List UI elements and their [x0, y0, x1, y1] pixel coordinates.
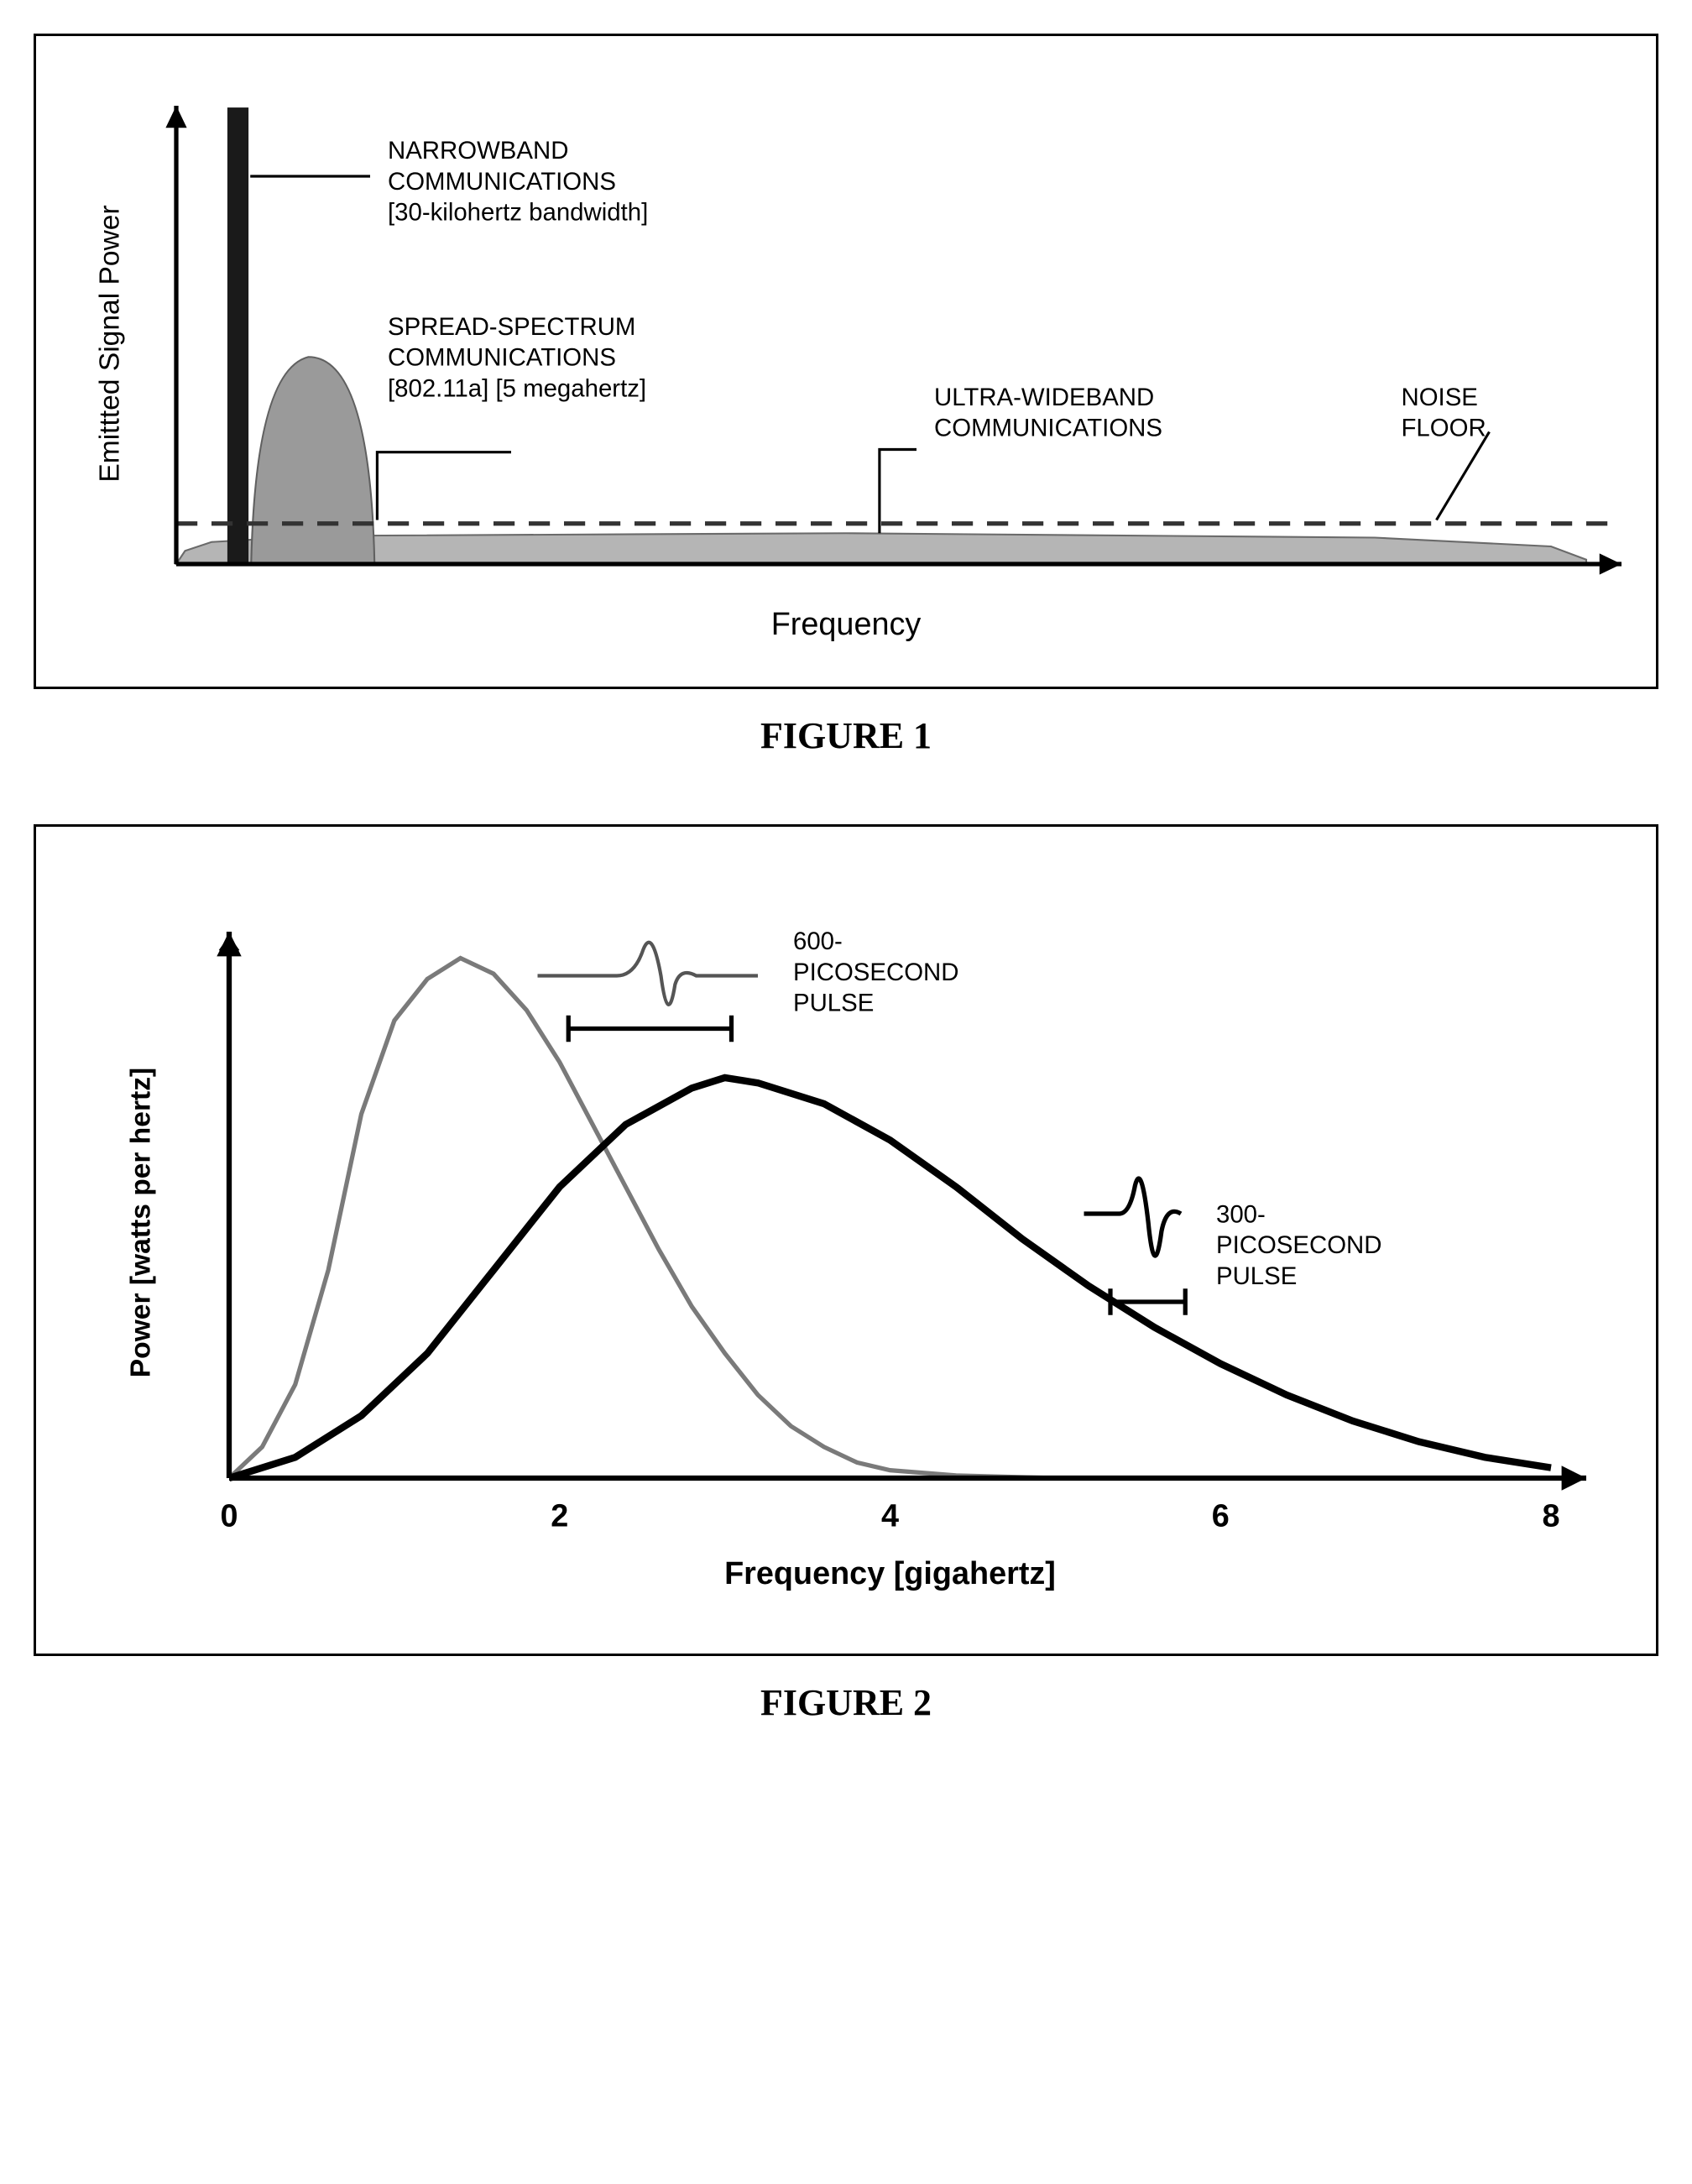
fig2-ylabel: Power [watts per hertz]	[126, 1068, 157, 1377]
fig2-x-arrow	[1562, 1466, 1586, 1490]
noise-label-1: NOISE	[1402, 384, 1478, 411]
y-axis-arrow	[165, 106, 186, 128]
fig2-xlabel: Frequency [gigahertz]	[724, 1556, 1056, 1591]
label-600ps-1: 600-	[793, 927, 843, 955]
spread-label-1: SPREAD-SPECTRUM	[388, 313, 635, 341]
fig2-xtick-6: 6	[1212, 1499, 1230, 1534]
figure-2-box: 0 2 4 6 8 Power [watts per hertz] Frequency …	[34, 824, 1658, 1656]
noise-label-2: FLOOR	[1402, 415, 1486, 442]
narrowband-label-1: NARROWBAND	[388, 137, 568, 165]
x-axis-arrow	[1600, 553, 1622, 574]
curve-300ps	[229, 1078, 1551, 1478]
figure-2-svg: 0 2 4 6 8 Power [watts per hertz] Frequency …	[53, 844, 1639, 1637]
fig2-xtick-4: 4	[881, 1499, 899, 1534]
fig2-xtick-0: 0	[220, 1499, 238, 1534]
label-300ps-1: 300-	[1216, 1201, 1266, 1229]
noise-leader	[1437, 432, 1490, 520]
label-300ps-2: PICOSECOND	[1216, 1231, 1382, 1259]
label-600ps-2: PICOSECOND	[793, 959, 959, 986]
figure-1-container: Emittted Signal Power Frequency NARROWBA…	[34, 34, 1658, 757]
fig1-xlabel: Frequency	[771, 607, 922, 642]
spread-spectrum-shape	[251, 357, 374, 564]
uwb-leader	[880, 450, 916, 534]
figure-1-caption: FIGURE 1	[34, 714, 1658, 757]
inset-600ps	[538, 943, 759, 1042]
figure-2-caption: FIGURE 2	[34, 1681, 1658, 1724]
spread-label-2: COMMUNICATIONS	[388, 344, 616, 372]
narrowband-label-3: [30-kilohertz bandwidth]	[388, 199, 648, 227]
fig2-xtick-2: 2	[551, 1499, 568, 1534]
fig1-ylabel: Emittted Signal Power	[95, 205, 126, 482]
narrowband-label-2: COMMUNICATIONS	[388, 168, 616, 196]
fig2-xtick-8: 8	[1542, 1499, 1559, 1534]
uwb-label-2: COMMUNICATIONS	[934, 415, 1162, 442]
label-600ps-3: PULSE	[793, 990, 874, 1017]
label-300ps-3: PULSE	[1216, 1262, 1297, 1290]
figure-1-box: Emittted Signal Power Frequency NARROWBA…	[34, 34, 1658, 689]
curve-600ps	[229, 959, 1055, 1479]
figure-1-svg: Emittted Signal Power Frequency NARROWBA…	[53, 53, 1639, 670]
fig2-xticks: 0 2 4 6 8	[220, 1499, 1559, 1534]
uwb-shape	[176, 533, 1586, 564]
uwb-label-1: ULTRA-WIDEBAND	[934, 384, 1154, 411]
figure-2-container: 0 2 4 6 8 Power [watts per hertz] Frequency …	[34, 824, 1658, 1724]
narrowband-spike	[227, 107, 248, 564]
spread-leader	[377, 452, 511, 520]
fig2-y-arrow	[217, 932, 241, 956]
spread-label-3: [802.11a] [5 megahertz]	[388, 375, 646, 403]
